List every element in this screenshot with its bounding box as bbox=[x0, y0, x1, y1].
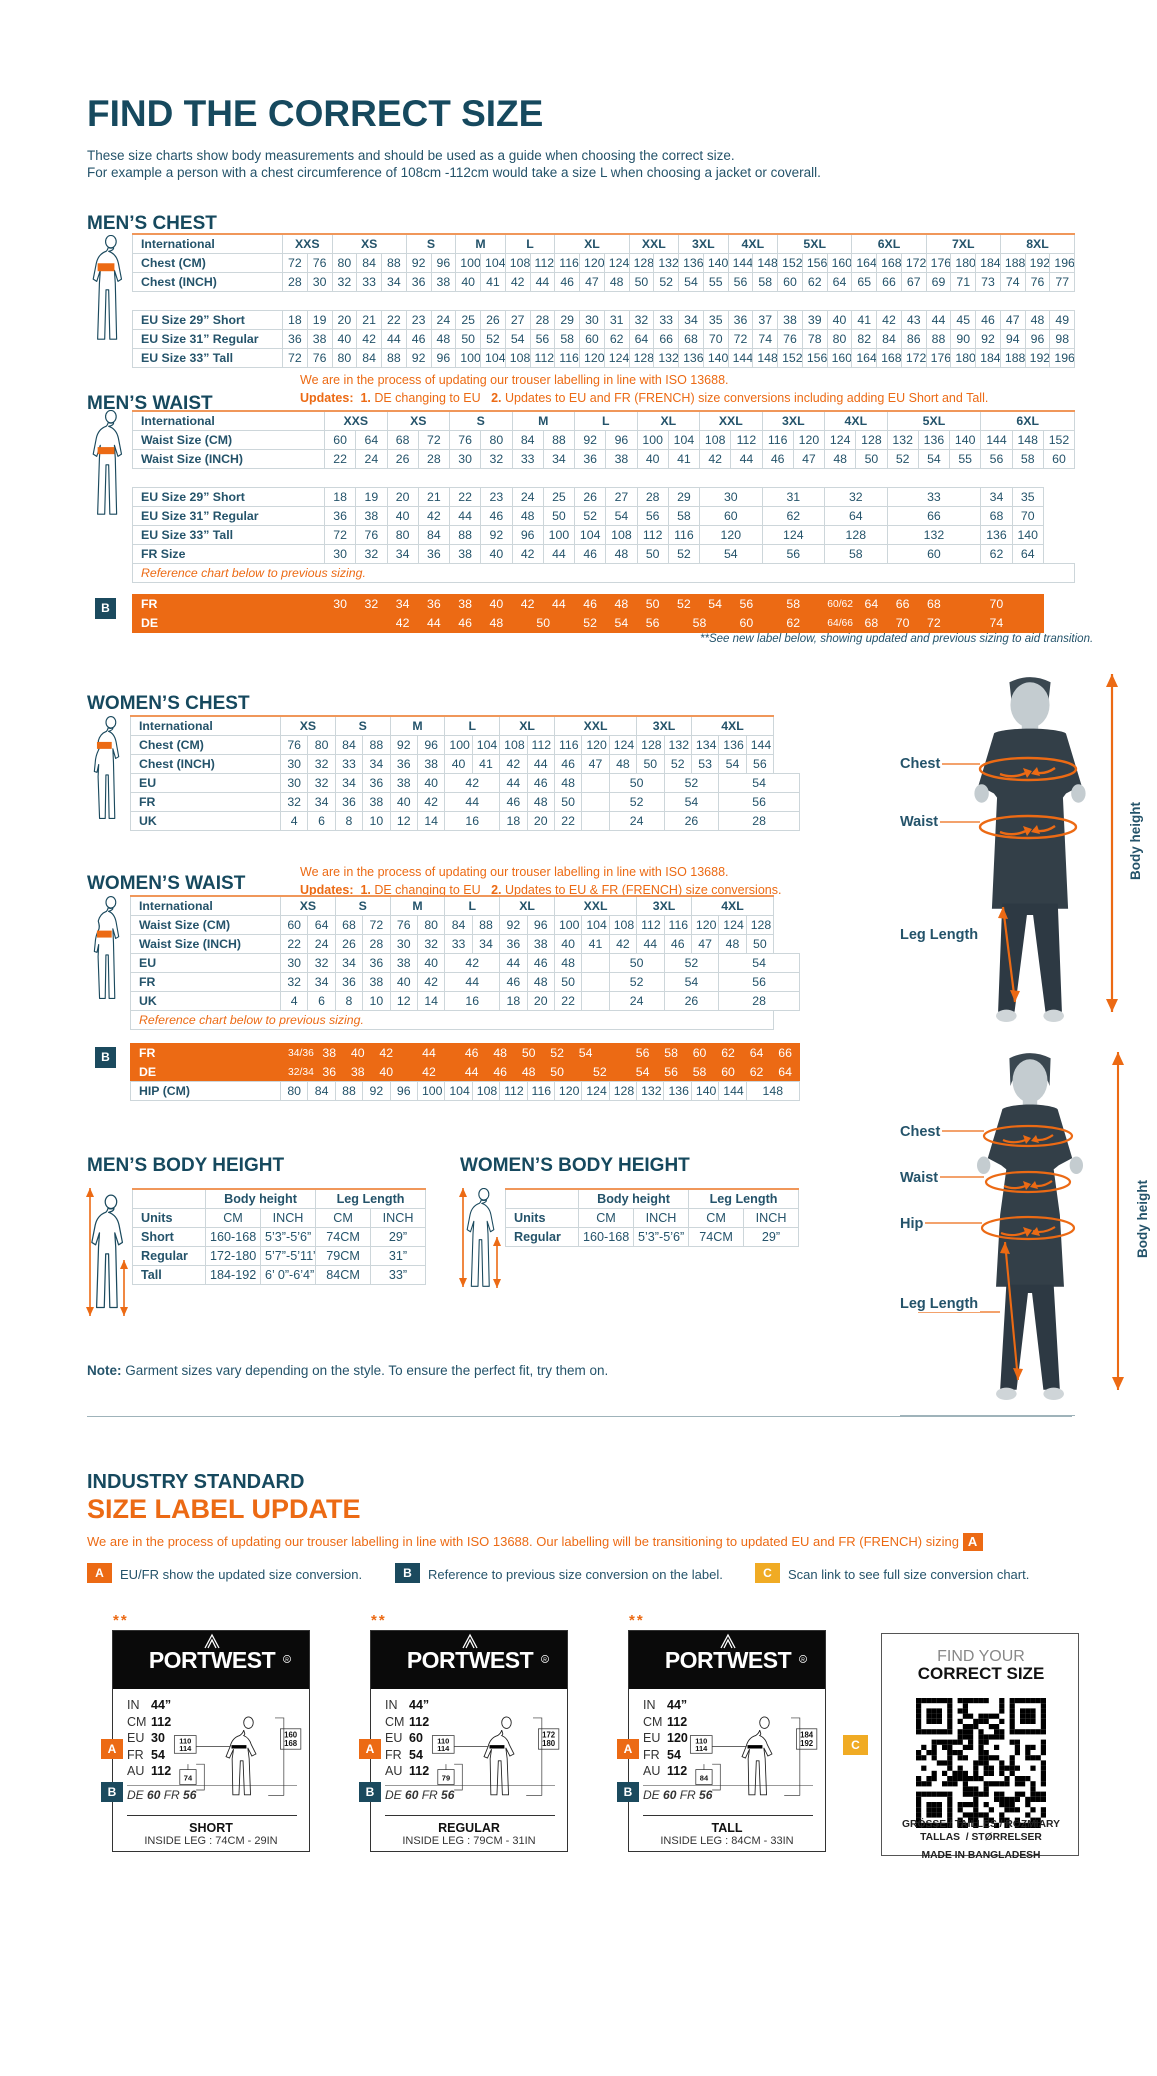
svg-text:180: 180 bbox=[542, 1739, 556, 1748]
svg-text:192: 192 bbox=[800, 1739, 814, 1748]
svg-text:R: R bbox=[543, 1657, 547, 1663]
svg-text:114: 114 bbox=[695, 1744, 708, 1753]
svg-text:R: R bbox=[285, 1657, 289, 1663]
svg-text:168: 168 bbox=[284, 1739, 298, 1748]
svg-text:79: 79 bbox=[442, 1773, 450, 1782]
svg-text:R: R bbox=[801, 1657, 805, 1663]
svg-text:114: 114 bbox=[179, 1744, 192, 1753]
svg-text:84: 84 bbox=[700, 1773, 709, 1782]
svg-text:74: 74 bbox=[184, 1773, 193, 1782]
svg-text:114: 114 bbox=[437, 1744, 450, 1753]
